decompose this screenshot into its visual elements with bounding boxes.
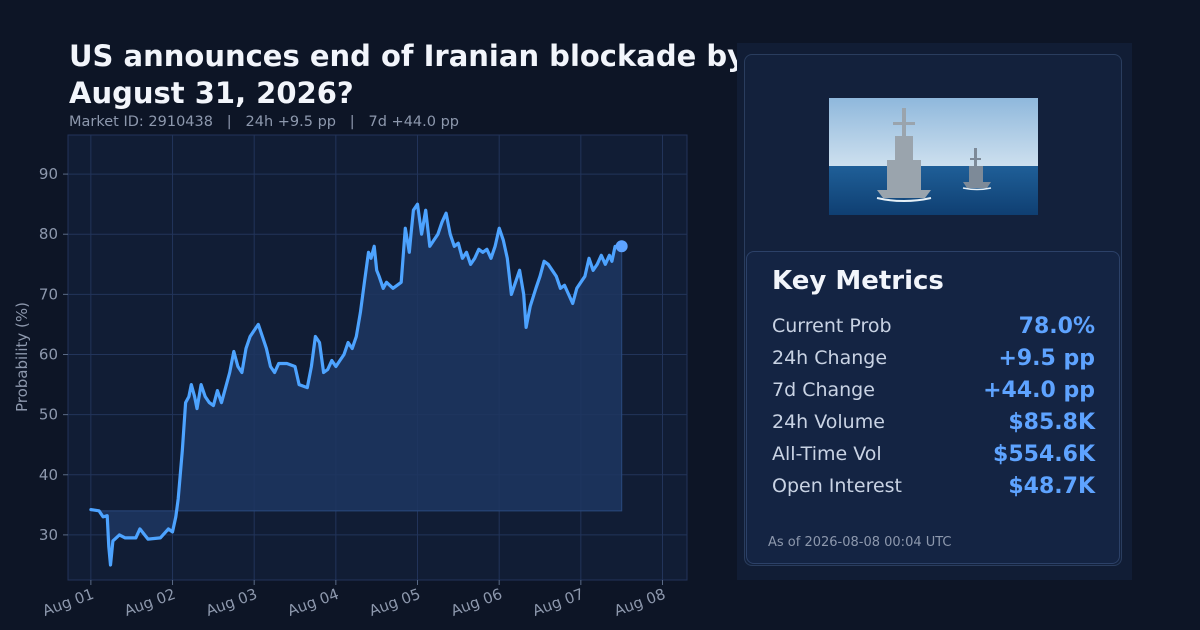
page-title: US announces end of Iranian blockade by … <box>69 39 747 110</box>
x-tick-label: Aug 03 <box>203 585 259 620</box>
market-subtitle: Market ID: 2910438 | 24h +9.5 pp | 7d +4… <box>69 114 460 130</box>
x-tick-label: Aug 08 <box>612 585 668 620</box>
y-tick-label: 50 <box>39 406 58 424</box>
metric-row-all-time-vol: All-Time Vol $554.6K <box>772 439 1095 469</box>
metric-value: +9.5 pp <box>998 345 1095 371</box>
metric-value: +44.0 pp <box>983 377 1095 403</box>
metric-row-24h-volume: 24h Volume $85.8K <box>772 407 1095 437</box>
metric-value: $48.7K <box>1008 473 1095 499</box>
x-tick-label: Aug 07 <box>530 585 586 620</box>
y-axis-ticks: 30 40 50 60 70 80 90 <box>39 165 68 544</box>
x-tick-label: Aug 05 <box>367 585 423 620</box>
as-of-timestamp: As of 2026-08-08 00:04 UTC <box>768 535 952 550</box>
y-axis-label: Probability (%) <box>13 302 31 412</box>
metric-value: 78.0% <box>1018 313 1095 339</box>
market-image <box>829 98 1038 215</box>
x-tick-label: Aug 04 <box>285 585 341 620</box>
metric-row-current-prob: Current Prob 78.0% <box>772 311 1095 341</box>
metric-row-7d-change: 7d Change +44.0 pp <box>772 375 1095 405</box>
y-tick-label: 80 <box>39 225 58 243</box>
series-group <box>89 202 628 567</box>
x-tick-label: Aug 06 <box>448 585 504 620</box>
metric-value: $85.8K <box>1008 409 1095 435</box>
key-metrics-title: Key Metrics <box>772 266 944 296</box>
latest-point-marker <box>615 240 628 253</box>
y-tick-label: 90 <box>39 165 58 183</box>
metric-label: Current Prob <box>772 315 892 337</box>
x-tick-label: Aug 02 <box>122 585 178 620</box>
x-axis-ticks: Aug 01 Aug 02 Aug 03 Aug 04 Aug 05 Aug 06 Aug … <box>40 580 668 620</box>
destroyer-ship-image <box>829 98 1038 215</box>
metric-label: 24h Volume <box>772 411 885 433</box>
y-tick-label: 40 <box>39 466 58 484</box>
y-tick-label: 30 <box>39 526 58 544</box>
metric-label: 7d Change <box>772 379 875 401</box>
x-tick-label: Aug 01 <box>40 585 96 620</box>
metric-row-open-interest: Open Interest $48.7K <box>772 471 1095 501</box>
metric-row-24h-change: 24h Change +9.5 pp <box>772 343 1095 373</box>
metric-value: $554.6K <box>993 441 1095 467</box>
metric-label: Open Interest <box>772 475 903 497</box>
y-tick-label: 60 <box>39 345 58 363</box>
metric-label: All-Time Vol <box>772 443 882 465</box>
metric-label: 24h Change <box>772 347 888 369</box>
key-metrics-card: Key Metrics Current Prob 78.0% 24h Chang… <box>746 251 1120 564</box>
y-tick-label: 70 <box>39 285 58 303</box>
series-line <box>89 202 624 567</box>
